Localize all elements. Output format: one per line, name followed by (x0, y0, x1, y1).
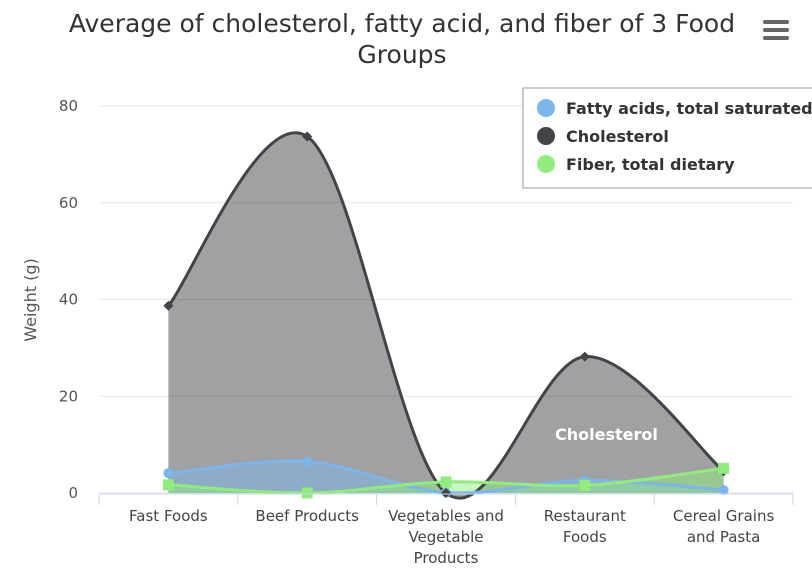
data-point[interactable] (579, 351, 590, 362)
legend-item[interactable]: Fiber, total dietary (566, 155, 735, 174)
series-markers (162, 131, 730, 499)
data-point[interactable] (579, 479, 591, 491)
y-tick-label: 80 (59, 97, 78, 115)
cholesterol-annotation: Cholesterol (555, 425, 658, 444)
y-tick-label: 0 (68, 484, 78, 502)
x-category-label: Cereal Grains (673, 507, 775, 525)
legend-swatch (537, 127, 555, 145)
x-category-label: Foods (563, 528, 607, 546)
x-category-label: Fast Foods (129, 507, 208, 525)
data-point[interactable] (163, 468, 174, 479)
data-point[interactable] (718, 485, 729, 496)
y-axis-ticks: 0 20 40 60 80 (59, 97, 78, 502)
x-category-label: Restaurant (544, 507, 626, 525)
legend-swatch (537, 99, 555, 117)
y-tick-label: 20 (59, 387, 78, 405)
area-fill (168, 132, 724, 499)
series-line (167, 131, 725, 500)
data-point[interactable] (302, 456, 313, 467)
legend-item[interactable]: Cholesterol (566, 127, 669, 146)
y-tick-label: 60 (59, 194, 78, 212)
data-point[interactable] (301, 487, 313, 499)
legend-item[interactable]: Fatty acids, total saturated (566, 99, 812, 118)
data-point[interactable] (441, 488, 451, 498)
x-category-label: Beef Products (255, 507, 359, 525)
legend: Fatty acids, total saturated Cholesterol F… (522, 87, 812, 189)
data-point[interactable] (302, 131, 313, 142)
y-tick-label: 40 (59, 291, 78, 309)
x-category-label: Vegetables and (388, 507, 504, 525)
data-point[interactable] (162, 479, 174, 491)
x-category-label: Products (414, 549, 479, 567)
chart-title-line-2: Groups (357, 40, 446, 69)
data-point[interactable] (440, 476, 452, 488)
data-point[interactable] (718, 462, 730, 474)
chart-title-line-1: Average of cholesterol, fatty acid, and … (69, 9, 735, 38)
x-category-label: and Pasta (687, 528, 760, 546)
y-axis-label: Weight (g) (21, 258, 40, 341)
x-axis: Fast Foods Beef Products Vegetables and Veg… (98, 493, 794, 567)
legend-swatch (537, 155, 555, 173)
x-category-label: Vegetable (408, 528, 483, 546)
hamburger-menu-icon[interactable] (760, 16, 794, 44)
data-point[interactable] (163, 300, 174, 311)
